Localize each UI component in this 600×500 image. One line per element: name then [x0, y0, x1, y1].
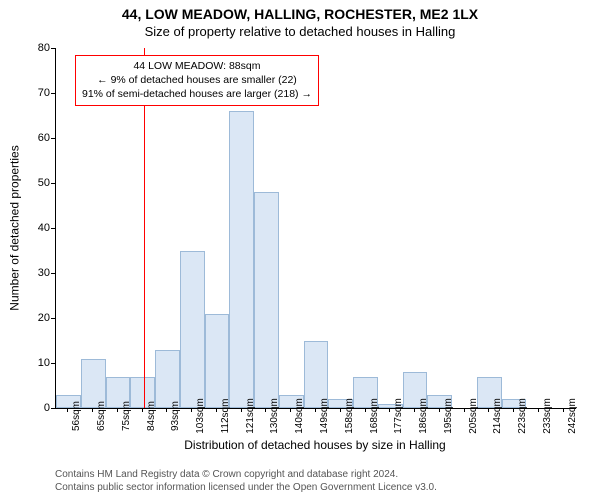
x-tick-label: 140sqm — [294, 398, 305, 434]
x-tick-label: 186sqm — [418, 398, 429, 434]
y-axis-label: Number of detached properties — [6, 48, 24, 408]
x-tick-mark — [142, 408, 143, 412]
x-axis-label: Distribution of detached houses by size … — [55, 438, 575, 452]
y-tick-mark — [51, 138, 55, 139]
x-tick-mark — [92, 408, 93, 412]
x-tick-mark — [117, 408, 118, 412]
histogram-bar — [229, 111, 254, 408]
x-tick-label: 75sqm — [121, 401, 132, 431]
y-tick-label: 30 — [38, 267, 50, 279]
x-tick-label: 158sqm — [344, 398, 355, 434]
x-tick-mark — [538, 408, 539, 412]
annotation-box: 44 LOW MEADOW: 88sqm← 9% of detached hou… — [75, 55, 319, 106]
x-tick-mark — [290, 408, 291, 412]
x-tick-label: 56sqm — [71, 401, 82, 431]
attribution-line: Contains public sector information licen… — [55, 482, 437, 495]
x-tick-mark — [488, 408, 489, 412]
x-tick-label: 112sqm — [220, 399, 231, 434]
x-tick-mark — [563, 408, 564, 412]
y-tick-label: 10 — [38, 357, 50, 369]
y-tick-label: 60 — [38, 132, 50, 144]
y-tick-label: 0 — [44, 402, 50, 414]
annotation-line: 91% of semi-detached houses are larger (… — [82, 87, 312, 101]
chart-subtitle: Size of property relative to detached ho… — [0, 24, 600, 39]
x-tick-label: 130sqm — [269, 398, 280, 434]
y-tick-mark — [51, 183, 55, 184]
histogram-bar — [205, 314, 230, 409]
annotation-line: ← 9% of detached houses are smaller (22) — [82, 73, 312, 87]
y-tick-mark — [51, 228, 55, 229]
y-tick-label: 70 — [38, 87, 50, 99]
chart-container: 44, LOW MEADOW, HALLING, ROCHESTER, ME2 … — [0, 0, 600, 500]
y-tick-mark — [51, 318, 55, 319]
x-tick-label: 177sqm — [393, 398, 404, 434]
x-tick-mark — [414, 408, 415, 412]
chart-title: 44, LOW MEADOW, HALLING, ROCHESTER, ME2 … — [0, 6, 600, 22]
x-tick-label: 84sqm — [146, 401, 157, 431]
attribution-text: Contains HM Land Registry data © Crown c… — [55, 469, 437, 494]
y-tick-mark — [51, 408, 55, 409]
attribution-line: Contains HM Land Registry data © Crown c… — [55, 469, 437, 482]
y-tick-label: 50 — [38, 177, 50, 189]
x-tick-mark — [67, 408, 68, 412]
x-tick-mark — [241, 408, 242, 412]
y-tick-mark — [51, 273, 55, 274]
x-tick-label: 149sqm — [319, 398, 330, 434]
x-tick-label: 121sqm — [245, 398, 256, 434]
y-tick-mark — [51, 48, 55, 49]
x-tick-label: 93sqm — [170, 401, 181, 431]
histogram-bar — [180, 251, 205, 409]
y-tick-label: 40 — [38, 222, 50, 234]
y-tick-label: 20 — [38, 312, 50, 324]
x-tick-mark — [265, 408, 266, 412]
x-tick-mark — [439, 408, 440, 412]
x-tick-label: 65sqm — [96, 401, 107, 431]
x-tick-label: 223sqm — [517, 398, 528, 434]
y-tick-label: 80 — [38, 42, 50, 54]
x-tick-label: 205sqm — [468, 398, 479, 434]
x-tick-label: 214sqm — [492, 398, 503, 434]
histogram-bar — [254, 192, 279, 408]
x-tick-label: 195sqm — [443, 398, 454, 434]
x-tick-mark — [191, 408, 192, 412]
annotation-line: 44 LOW MEADOW: 88sqm — [82, 59, 312, 73]
x-tick-mark — [464, 408, 465, 412]
x-tick-mark — [166, 408, 167, 412]
x-tick-mark — [340, 408, 341, 412]
x-tick-mark — [315, 408, 316, 412]
x-tick-label: 242sqm — [567, 398, 578, 434]
y-tick-mark — [51, 363, 55, 364]
x-tick-mark — [389, 408, 390, 412]
x-tick-mark — [513, 408, 514, 412]
y-tick-mark — [51, 93, 55, 94]
x-tick-label: 168sqm — [369, 398, 380, 434]
x-tick-mark — [216, 408, 217, 412]
histogram-bar — [155, 350, 180, 409]
x-tick-label: 103sqm — [195, 398, 206, 434]
x-tick-label: 233sqm — [542, 398, 553, 434]
x-tick-mark — [365, 408, 366, 412]
